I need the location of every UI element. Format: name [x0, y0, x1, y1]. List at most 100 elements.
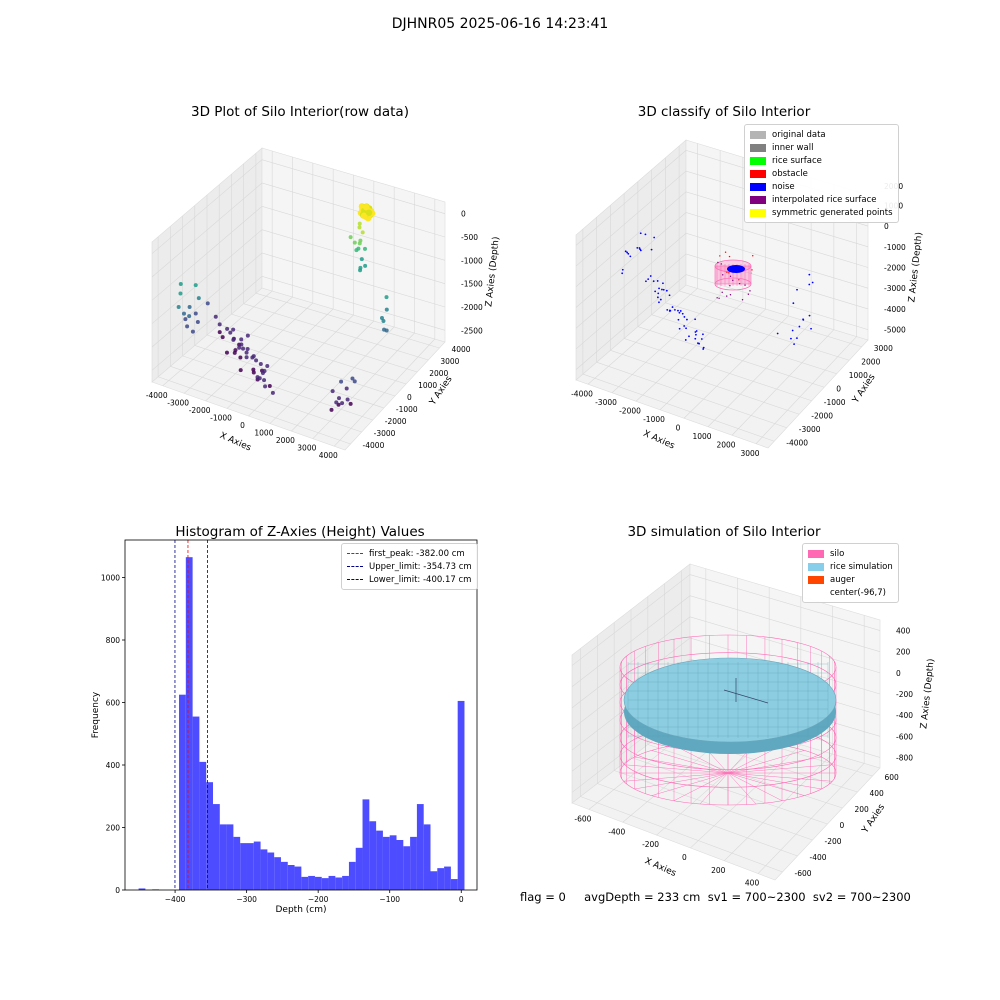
data-point — [181, 311, 186, 316]
data-point — [231, 327, 236, 332]
legend-swatch — [750, 130, 766, 139]
silo-floor-spoke — [699, 772, 729, 805]
histogram-bar — [321, 878, 329, 890]
data-point — [336, 396, 341, 401]
tick-label: 0 — [407, 393, 412, 402]
y-axis-label: Y Axies — [428, 374, 455, 408]
data-point — [217, 322, 222, 327]
grid-line — [580, 796, 783, 873]
legend-label: obstacle — [772, 168, 808, 179]
noise-point — [671, 306, 674, 308]
legend-item: symmetric generated points — [750, 206, 893, 219]
x-tick-label: −200 — [308, 895, 329, 904]
tick-label: -2000 — [461, 303, 483, 312]
x-axis-label: X Axies — [642, 429, 677, 452]
noise-point — [688, 335, 690, 338]
grid-line — [151, 229, 446, 324]
noise-point — [702, 333, 704, 336]
y-tick-label: 600 — [106, 699, 121, 708]
noise-point — [677, 309, 679, 312]
plot-frame — [124, 539, 478, 891]
tick-label: -1000 — [210, 413, 232, 422]
legend-item: rice simulation — [808, 560, 893, 573]
tick-label: 4000 — [451, 345, 470, 354]
tick-label: 3000 — [440, 357, 459, 366]
tick-label: -3000 — [374, 429, 396, 438]
tick-label: 0 — [836, 384, 841, 393]
silo-floor-spoke — [727, 772, 833, 782]
classified-point — [738, 279, 740, 281]
data-point — [176, 304, 181, 309]
data-point — [345, 397, 350, 402]
x-tick-label: −100 — [379, 895, 400, 904]
noise-point — [702, 346, 705, 349]
classified-point — [729, 294, 732, 296]
legend-swatch — [808, 562, 824, 571]
grid-line — [647, 744, 843, 809]
data-point — [358, 238, 363, 243]
legend-label: rice surface — [772, 155, 822, 166]
noise-point — [639, 249, 642, 252]
noise-point — [662, 282, 664, 285]
noise-point — [644, 233, 647, 236]
noise-point — [695, 330, 698, 332]
data-point — [205, 301, 210, 306]
tick-label: 2000 — [276, 436, 295, 445]
noise-point — [776, 332, 779, 335]
legend-swatch — [808, 575, 824, 584]
tick-label: -2000 — [619, 406, 641, 415]
noise-point — [684, 339, 687, 341]
legend-item: noise — [750, 180, 893, 193]
histogram-bar — [240, 843, 247, 890]
histogram-bar — [226, 824, 234, 890]
noise-point — [677, 318, 680, 321]
histogram-bar — [314, 876, 322, 890]
tick-label: 0 — [840, 821, 845, 830]
grid-line — [597, 783, 798, 857]
silo-floor-spoke — [727, 772, 822, 790]
legend-item: center(-96,7) — [808, 586, 893, 599]
tick-label: -400 — [810, 853, 827, 862]
noise-point — [808, 273, 811, 276]
legend-item: auger — [808, 573, 893, 586]
tick-label: -5000 — [884, 326, 906, 335]
histogram-bar — [253, 841, 261, 890]
noise-point — [792, 302, 795, 305]
grid-line — [571, 637, 881, 730]
histogram-bar — [376, 830, 383, 890]
legend-label: symmetric generated points — [772, 207, 893, 218]
grid-line — [170, 366, 362, 433]
data-point — [239, 342, 244, 347]
legend-label: inner wall — [772, 142, 814, 153]
silo-floor-spoke — [727, 772, 783, 801]
z-axis-label: Z Axies (Depth) — [907, 232, 924, 303]
histogram-bar — [219, 824, 227, 890]
silo-floor-spoke — [651, 772, 729, 796]
grid-line — [571, 574, 881, 666]
data-point — [357, 221, 362, 226]
legend-line — [347, 553, 363, 554]
legend-item: interpolated rice surface — [750, 193, 893, 206]
legend-label: first_peak: -382.00 cm — [369, 548, 465, 559]
tick-label: 1000 — [254, 429, 273, 438]
tick-label: -200 — [825, 837, 842, 846]
data-point — [352, 240, 357, 245]
tick-label: 3000 — [297, 444, 316, 453]
grid-line — [575, 274, 869, 370]
legend-label: rice simulation — [830, 561, 893, 572]
histogram-bar — [423, 824, 431, 890]
noise-point — [666, 308, 669, 311]
data-point — [360, 230, 365, 235]
panel-title-simulation: 3D simulation of Silo Interior — [627, 524, 821, 540]
data-point — [344, 386, 349, 391]
noise-point — [649, 275, 652, 277]
histogram-bar — [185, 557, 193, 890]
z-axis-label: Z Axies (Depth) — [919, 658, 936, 729]
data-point — [352, 379, 357, 384]
noise-point — [694, 337, 697, 340]
data-point — [213, 314, 218, 319]
noise-point — [626, 251, 629, 254]
original-point — [750, 272, 753, 274]
tick-label: -1000 — [396, 405, 418, 414]
